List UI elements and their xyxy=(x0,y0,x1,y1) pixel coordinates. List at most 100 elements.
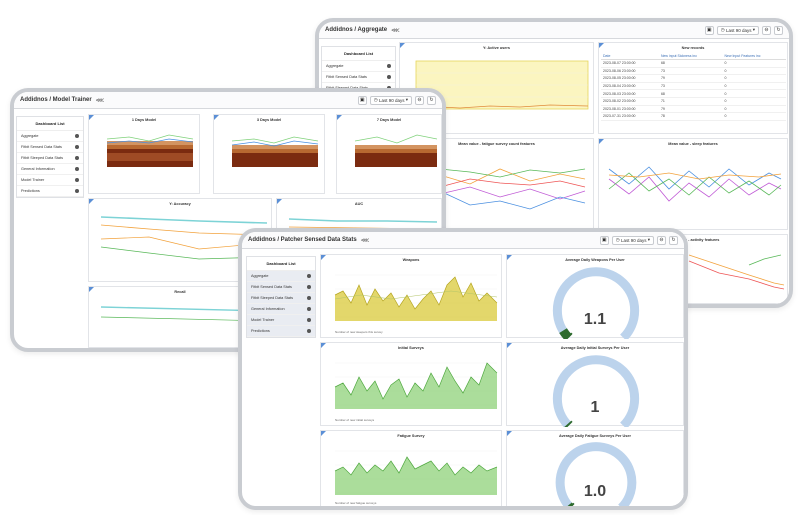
gauge-needle xyxy=(564,420,573,427)
chart-legend: Number of new sleepers this survey xyxy=(335,330,383,334)
sidebar-item-general-info[interactable]: General Information xyxy=(247,304,315,315)
time-range-picker[interactable]: ◷ Last 90 days ▾ xyxy=(716,25,759,35)
sidebar-item-aggregate[interactable]: Aggregate xyxy=(247,271,315,282)
fatigue-surveys-gauge xyxy=(555,442,637,506)
col-header[interactable]: Date xyxy=(601,53,659,60)
one-day-model-chart xyxy=(106,134,194,167)
panel-title: Recall xyxy=(174,290,186,294)
time-range-label: Last 90 days xyxy=(725,27,752,33)
aggregate-title: Addidnos / Aggregate xyxy=(325,27,388,33)
weapons-panel: Weapons Number of new sleepers this surv… xyxy=(320,254,502,338)
sidebar-item-predictions[interactable]: Predictions xyxy=(17,186,83,197)
one-day-model-panel: 1 Days Model xyxy=(88,114,200,194)
cell: 0 xyxy=(722,82,786,91)
cell: 0 xyxy=(722,112,786,121)
save-icon[interactable]: ▣ xyxy=(599,235,609,245)
gauge-track xyxy=(552,267,640,339)
sidebar-item-fitbit-sleeped[interactable]: Fitbit Sleeped Data Stats xyxy=(247,293,315,304)
col-header[interactable]: New Input Features inc xyxy=(722,53,786,60)
zoom-out-icon[interactable]: ⊖ xyxy=(657,235,666,245)
sidebar-header: Dashboard List xyxy=(322,47,395,61)
save-icon[interactable]: ▣ xyxy=(704,25,714,35)
cell: 68 xyxy=(658,89,723,98)
cell: 2023-08-05 23:00:00 xyxy=(601,74,659,83)
save-icon[interactable]: ▣ xyxy=(357,95,367,105)
gauge-track xyxy=(552,355,640,427)
sidebar-item-label: General Information xyxy=(251,307,285,311)
aggregate-topbar: Addidnos / Aggregate ⋘ ▣ ◷ Last 90 days … xyxy=(319,22,789,39)
new-records-table: Date New input Sickness inc New Input Fe… xyxy=(601,53,786,121)
sidebar-header: Dashboard List xyxy=(247,257,315,271)
three-day-model-chart xyxy=(231,136,319,167)
sidebar-item-fitbit-sensed[interactable]: Fitbit Sensed Data Stats xyxy=(322,72,395,83)
zoom-out-icon[interactable]: ⊖ xyxy=(415,95,424,105)
panel-title: Fatigue Survey xyxy=(397,434,425,438)
sidebar-header: Dashboard List xyxy=(17,117,83,131)
cell: 2023-08-02 23:00:00 xyxy=(601,97,659,106)
sidebar-item-predictions[interactable]: Predictions xyxy=(247,326,315,337)
weapons-gauge-panel: Average Daily Weapons Per User 1.1 xyxy=(506,254,684,339)
gauge-value: 1.0 xyxy=(583,483,607,500)
refresh-icon[interactable]: ↻ xyxy=(427,95,436,105)
panel-title: Average Daily Initial Surveys Per User xyxy=(560,346,630,350)
seven-day-model-chart xyxy=(354,134,438,167)
sidebar-item-general-info[interactable]: General Information xyxy=(17,164,83,175)
refresh-icon[interactable]: ↻ xyxy=(669,235,678,245)
cell: 79 xyxy=(658,74,723,83)
table-row: 2023-08-05 23:00:00 79 0 xyxy=(601,74,786,83)
weapons-chart xyxy=(334,274,498,321)
dot-icon xyxy=(307,318,311,322)
sidebar-item-model-trainer[interactable]: Model Trainer xyxy=(17,175,83,186)
dot-icon xyxy=(307,307,311,311)
cell: 2023-08-06 23:00:00 xyxy=(601,67,659,76)
sleep-mean-chart xyxy=(608,166,782,202)
dot-icon xyxy=(307,329,311,333)
sidebar-item-aggregate[interactable]: Aggregate xyxy=(322,61,395,72)
panel-corner-icon xyxy=(321,255,326,260)
time-range-picker[interactable]: ◷ Last 90 days ▾ xyxy=(369,95,412,105)
panel-title: Initial Surveys xyxy=(398,346,424,350)
cell: 0 xyxy=(722,74,786,83)
zoom-out-icon[interactable]: ⊖ xyxy=(762,25,771,35)
cell: 0 xyxy=(722,89,786,98)
panel-corner-icon xyxy=(321,343,326,348)
gauge-value: 1 xyxy=(590,399,600,416)
sleep-mean-panel: Mean value - sleep features xyxy=(598,138,788,230)
panel-title: Y: Active users xyxy=(482,46,510,50)
col-header[interactable]: New input Sickness inc xyxy=(658,53,723,60)
table-row: 2023-08-03 23:00:00 68 0 xyxy=(601,89,786,98)
patcher-topbar: Addidnos / Patcher Sensed Data Stats ⋘ ▣… xyxy=(242,232,684,249)
cell: 79 xyxy=(658,105,723,114)
sidebar-item-label: Fitbit Sensed Data Stats xyxy=(326,75,367,79)
panel-title: Mean value - fatigue survey count featur… xyxy=(458,142,535,146)
panel-corner-icon xyxy=(89,115,94,120)
panel-corner-icon xyxy=(599,139,604,144)
sidebar-item-fitbit-sensed[interactable]: Fitbit Sensed Data Stats xyxy=(247,282,315,293)
sidebar-item-label: Model Trainer xyxy=(21,178,45,182)
sidebar-item-model-trainer[interactable]: Model Trainer xyxy=(247,315,315,326)
gauge-needle xyxy=(569,502,575,506)
activity-mean-chart xyxy=(688,254,785,290)
cell: 0 xyxy=(722,105,786,114)
share-icon[interactable]: ⋘ xyxy=(95,97,105,104)
sidebar-item-label: Aggregate xyxy=(326,64,344,68)
sidebar-item-fitbit-sleeped[interactable]: Fitbit Sleeped Data Stats xyxy=(17,153,83,164)
share-icon[interactable]: ⋘ xyxy=(391,27,400,34)
dot-icon xyxy=(75,178,79,182)
panel-corner-icon xyxy=(89,199,94,204)
fatigue-surveys-gauge-panel: Average Daily Fatigue Surveys Per User 1… xyxy=(506,430,684,506)
cell: 2023-08-07 23:00:00 xyxy=(601,59,659,68)
time-range-label: Last 90 days xyxy=(620,237,647,243)
cell: 0 xyxy=(722,97,786,106)
sidebar-item-label: Predictions xyxy=(21,189,40,193)
sidebar-item-label: General Information xyxy=(21,167,55,171)
gauge-track xyxy=(555,442,637,506)
sidebar-item-fitbit-sensed[interactable]: Fitbit Sensed Data Stats xyxy=(17,142,83,153)
share-icon[interactable]: ⋘ xyxy=(360,237,370,244)
sidebar-item-aggregate[interactable]: Aggregate xyxy=(17,131,83,142)
time-range-picker[interactable]: ◷ Last 90 days ▾ xyxy=(611,235,654,245)
table-row: 2023-08-07 23:00:00 68 0 xyxy=(601,59,786,68)
refresh-icon[interactable]: ↻ xyxy=(774,25,783,35)
model-trainer-title: Addidnos / Model Trainer xyxy=(20,97,92,103)
panel-title: Weapons xyxy=(402,258,420,262)
